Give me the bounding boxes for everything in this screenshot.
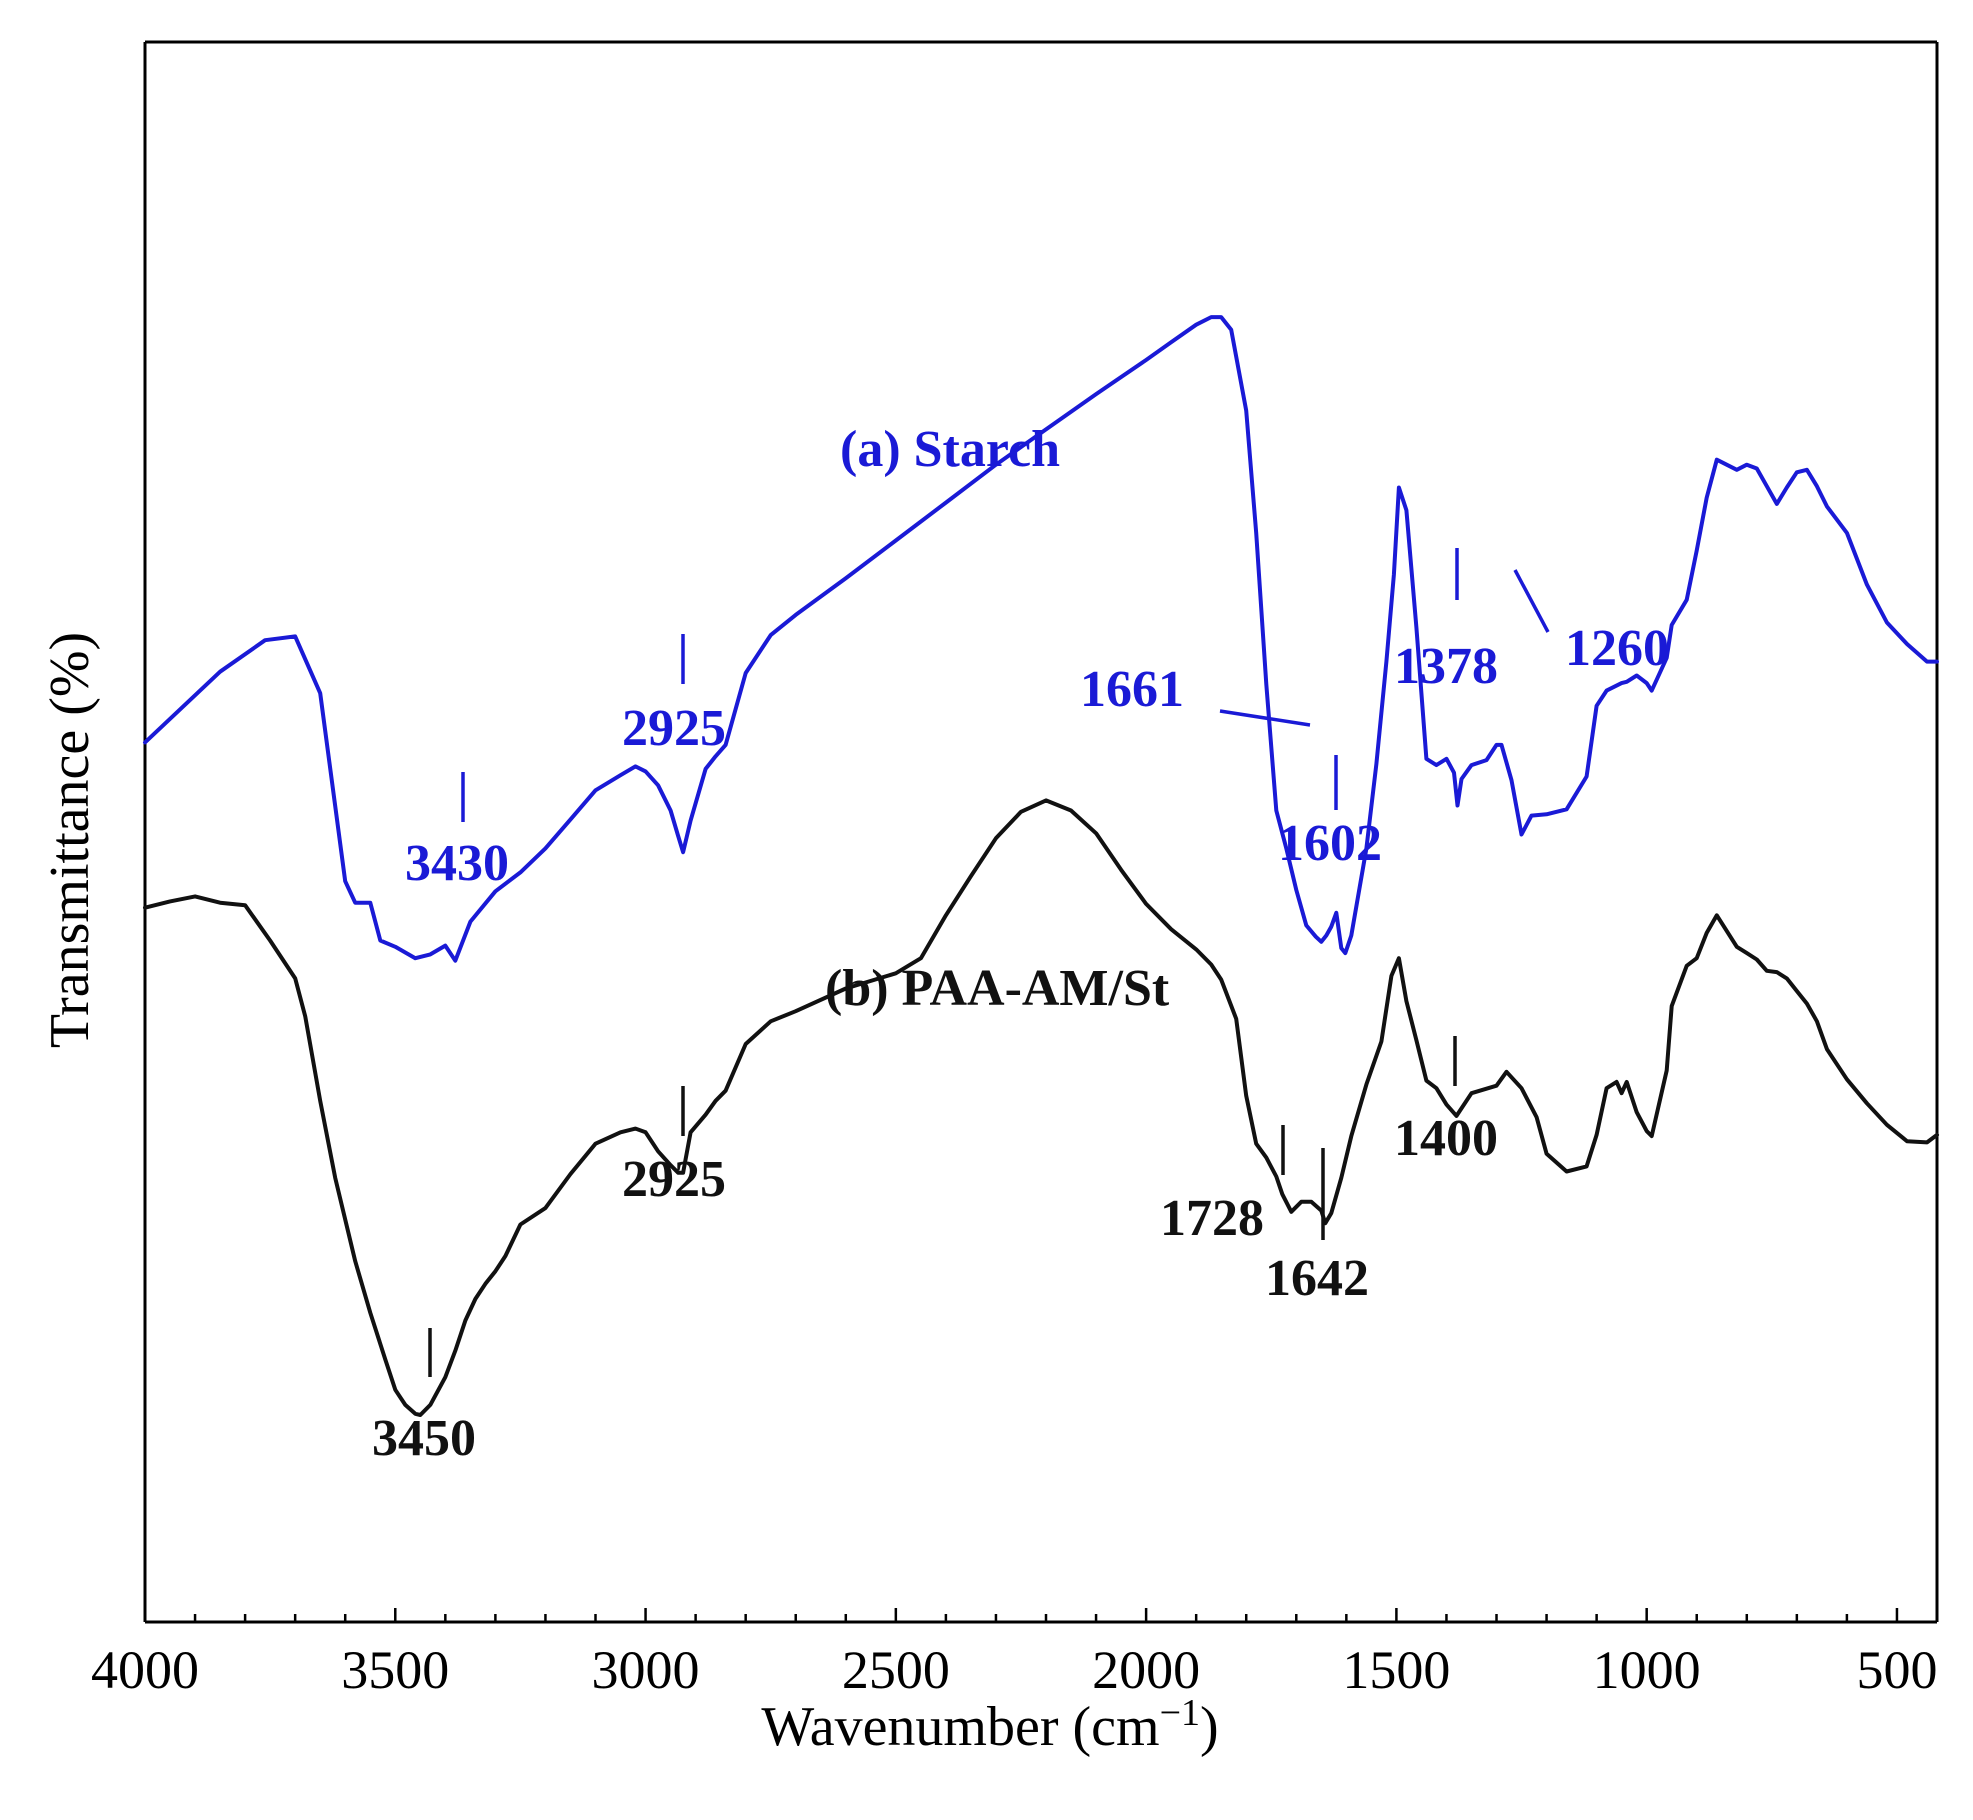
peak-label-paa-1400: 1400	[1394, 1110, 1498, 1167]
x-tick-label-2500: 2500	[842, 1640, 950, 1700]
x-tick-label-3000: 3000	[592, 1640, 700, 1700]
peak-label-starch-1260: 1260	[1565, 620, 1669, 677]
peak-label-starch-1378: 1378	[1394, 638, 1498, 695]
peak-marker-starch-1260	[1513, 569, 1550, 633]
x-tick-label-500: 500	[1856, 1640, 1937, 1700]
series-label-paa-am-st: (b) PAA-AM/St	[825, 960, 1170, 1017]
x-tick-label-1000: 1000	[1593, 1640, 1701, 1700]
x-axis-ticks: 4000 3500 3000 2500 2000 1500 1000 500	[91, 1608, 1937, 1700]
x-tick-label-3500: 3500	[341, 1640, 449, 1700]
series-line-starch	[143, 315, 1939, 963]
peak-label-paa-3450: 3450	[372, 1410, 476, 1467]
x-axis-title-main: Wavenumber (cm	[761, 1696, 1159, 1758]
peak-marker-starch-1661	[1219, 709, 1311, 727]
peak-label-starch-3430: 3430	[405, 835, 509, 892]
peak-label-paa-2925: 2925	[622, 1151, 726, 1208]
x-axis-title-suffix: )	[1200, 1696, 1219, 1758]
series-label-starch: (a) Starch	[840, 421, 1060, 478]
peak-label-starch-1602: 1602	[1278, 815, 1382, 872]
x-axis-title: Wavenumber (cm−1)	[761, 1692, 1218, 1758]
y-axis-title: Transmittance (%)	[39, 632, 101, 1048]
x-tick-label-2000: 2000	[1092, 1640, 1200, 1700]
x-tick-label-4000: 4000	[91, 1640, 199, 1700]
x-axis-title-superscript: −1	[1160, 1692, 1200, 1734]
peak-label-starch-2925: 2925	[622, 700, 726, 757]
peak-label-paa-1642: 1642	[1265, 1250, 1369, 1307]
x-tick-label-1500: 1500	[1342, 1640, 1450, 1700]
peak-label-paa-1728: 1728	[1160, 1190, 1264, 1247]
series-line-paa-am-st	[143, 798, 1939, 1417]
peak-label-starch-1661: 1661	[1080, 661, 1184, 718]
